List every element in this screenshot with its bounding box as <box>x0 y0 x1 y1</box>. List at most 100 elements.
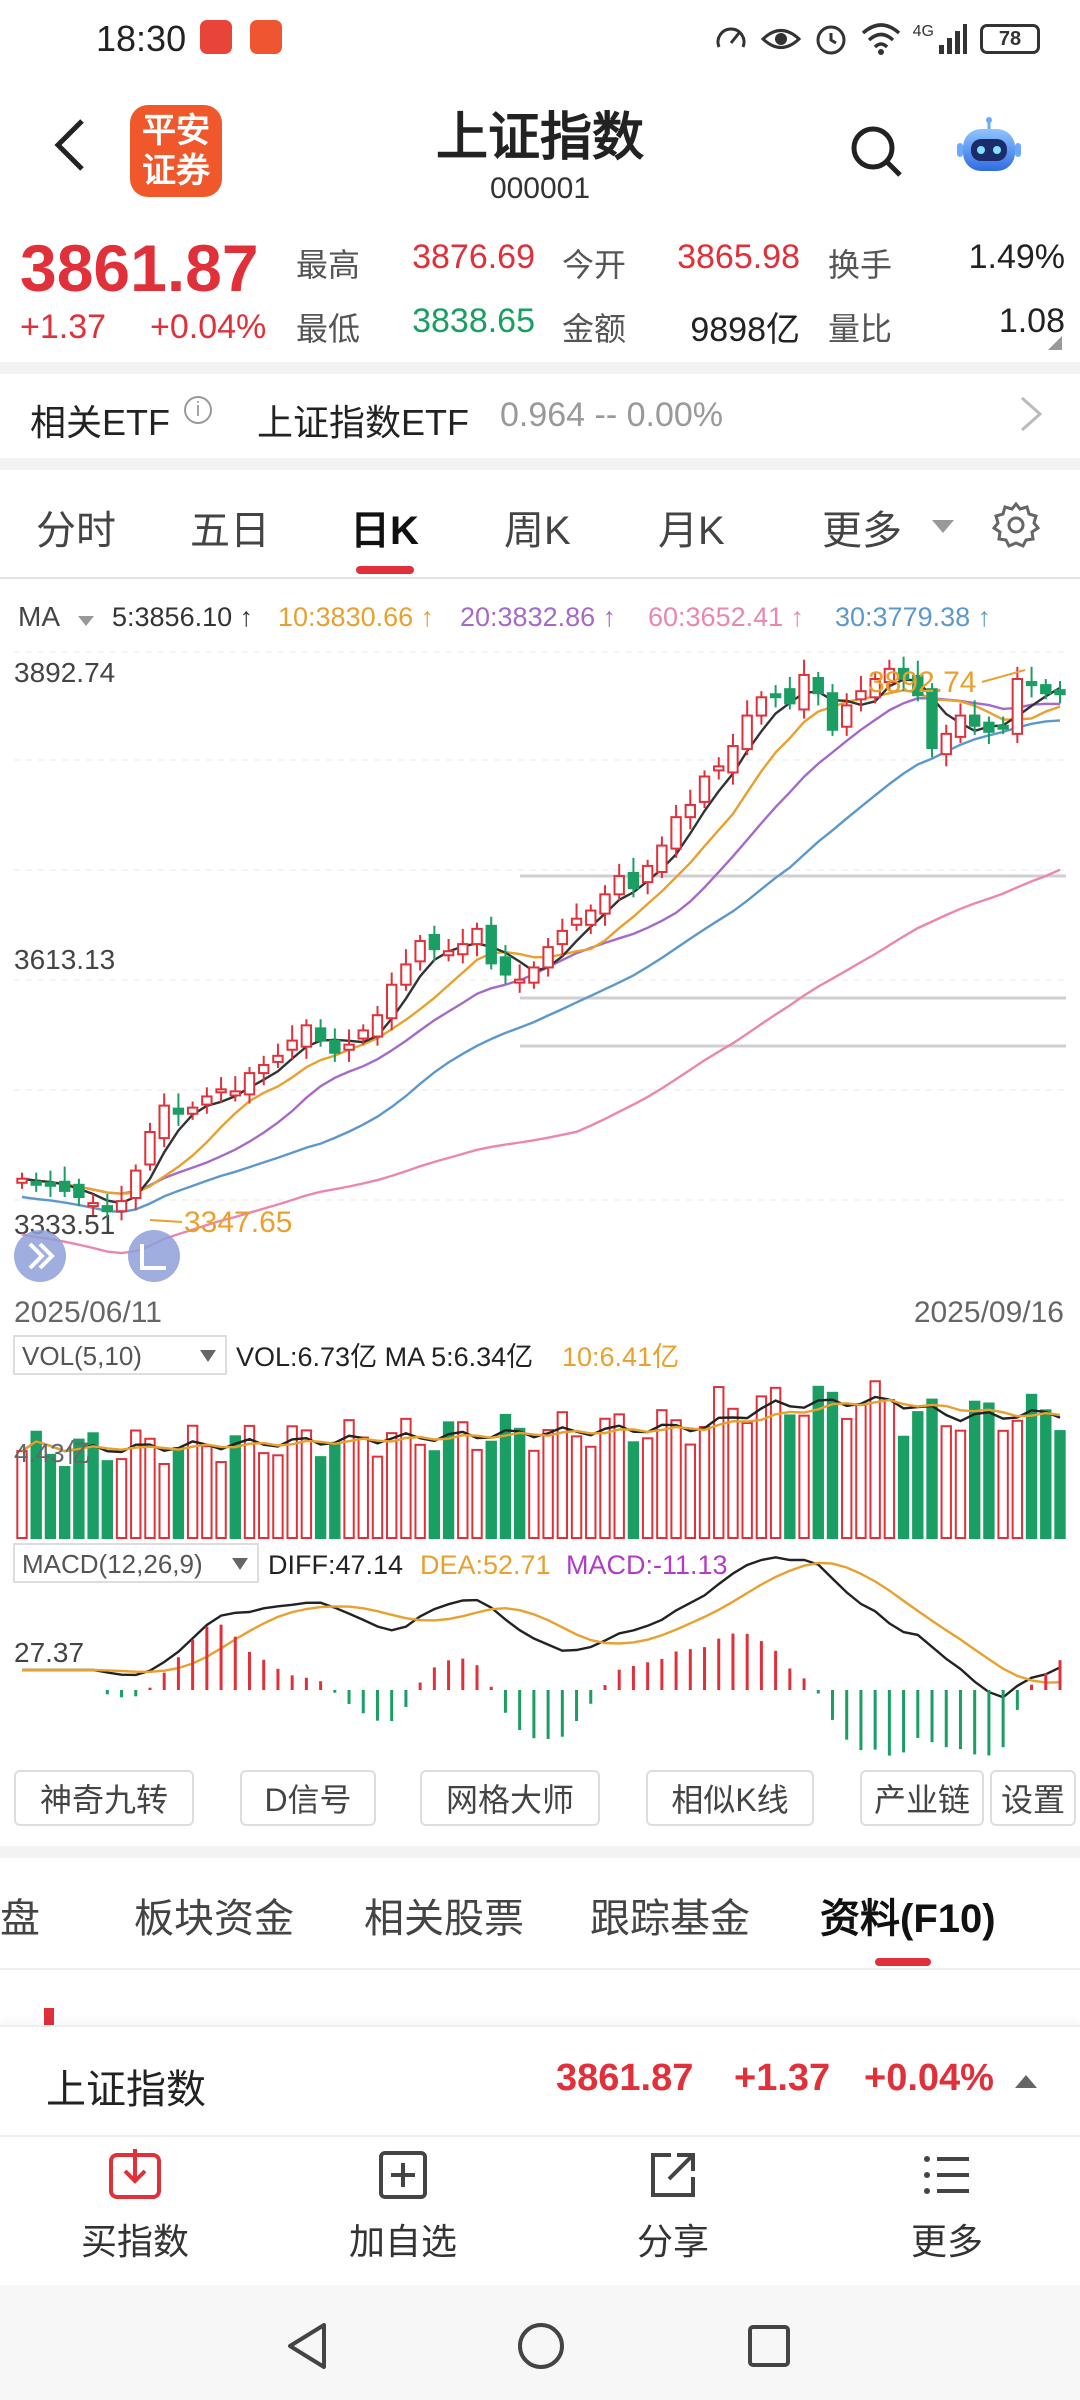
macd-diff: DIFF:47.14 <box>268 1550 403 1580</box>
buy-index-button[interactable]: 买指数 <box>35 2147 235 2265</box>
settings-button[interactable]: 设置 <box>990 1770 1076 1826</box>
tab-weekly-k[interactable]: 周K <box>504 509 571 553</box>
volume-bar <box>741 1421 753 1540</box>
candle-body <box>16 1177 28 1184</box>
tab-related-stocks[interactable]: 相关股票 <box>364 1897 524 1941</box>
divider <box>0 362 1080 374</box>
speed-icon <box>716 27 746 48</box>
status-bar: 18:30 4G 78 <box>0 0 1080 80</box>
expand-up-icon[interactable] <box>1015 2075 1037 2088</box>
active-tab-indicator <box>875 1958 931 1966</box>
candle-body <box>883 667 896 684</box>
candle-body <box>599 893 611 915</box>
industry-chain-button[interactable]: 产业链 <box>860 1770 984 1826</box>
buy-index-label: 买指数 <box>80 2221 189 2262</box>
more-button[interactable]: 更多 <box>847 2147 1047 2265</box>
volume-bar <box>286 1425 298 1540</box>
candle-body <box>300 1024 313 1048</box>
volume-bar <box>371 1455 384 1540</box>
volume-bar <box>229 1435 241 1540</box>
candle-body <box>968 714 981 727</box>
candle-body <box>272 1054 284 1063</box>
price-change-pct: +0.04% <box>150 308 267 346</box>
d-signal-button[interactable]: D信号 <box>240 1770 376 1826</box>
expand-quote-icon[interactable] <box>1048 336 1062 350</box>
bottom-ticker[interactable]: 上证指数 3861.87 +1.37 +0.04% <box>0 2025 1080 2135</box>
candle-body <box>30 1180 42 1186</box>
ma-label: MA <box>18 601 60 632</box>
volume-bar <box>613 1413 625 1539</box>
ma-legend-item: 10:3830.66 ↑ <box>278 602 434 632</box>
dropdown-icon[interactable] <box>932 520 954 533</box>
macd-dropdown-icon[interactable] <box>232 1558 248 1570</box>
share-button[interactable]: 分享 <box>573 2147 773 2265</box>
volume-bar <box>570 1435 583 1539</box>
nav-recents-icon[interactable] <box>746 2323 792 2369</box>
draw-tool-icon[interactable] <box>128 1230 180 1282</box>
candle-body <box>997 724 1009 730</box>
similar-kline-button[interactable]: 相似K线 <box>646 1770 814 1826</box>
candle-body <box>528 966 540 984</box>
candle-body <box>442 950 455 957</box>
candle-body <box>158 1104 170 1140</box>
chevron-right-icon[interactable] <box>1018 394 1044 434</box>
back-icon[interactable] <box>50 115 90 175</box>
battery-icon: 78 <box>980 24 1040 54</box>
nine-turn-button[interactable]: 神奇九转 <box>14 1770 194 1826</box>
page-title: 上证指数 <box>435 109 644 167</box>
ai-assistant-icon[interactable] <box>955 115 1023 183</box>
gear-icon[interactable] <box>992 500 1040 548</box>
candle-body <box>855 690 867 701</box>
ticker-name: 上证指数 <box>46 2068 206 2112</box>
add-watchlist-button[interactable]: 加自选 <box>303 2147 503 2265</box>
volume-bar <box>769 1386 782 1539</box>
candle-body <box>229 1090 241 1097</box>
tab-daily-k[interactable]: 日K <box>350 509 419 553</box>
candle-body <box>954 714 967 738</box>
candle-body <box>656 844 668 873</box>
candle-body <box>144 1130 156 1166</box>
ma10-line <box>21 688 1061 1195</box>
logo-text-1: 平安 <box>142 112 210 150</box>
tab-sector-funds[interactable]: 板块资金 <box>134 1897 294 1941</box>
amount-value: 9898亿 <box>690 311 800 349</box>
grid-master-button[interactable]: 网格大师 <box>420 1770 600 1826</box>
volume-bar <box>784 1414 796 1539</box>
kline-chart[interactable]: MA 5:3856.10 ↑ 10:3830.66 ↑ 20:3832.86 ↑ 60… <box>0 580 1080 1780</box>
expand-chart-icon[interactable] <box>14 1230 66 1282</box>
tab-f10[interactable]: 资料(F10) <box>820 1897 996 1941</box>
candle-body <box>641 864 654 884</box>
etf-label: 相关ETF <box>30 402 170 443</box>
info-icon[interactable]: i <box>184 396 212 424</box>
nav-back-icon[interactable] <box>284 2321 330 2371</box>
volume-bar <box>343 1419 355 1539</box>
volume-bar <box>258 1452 270 1539</box>
tab-intraday[interactable]: 分时 <box>36 509 116 553</box>
tab-tracking-funds[interactable]: 跟踪基金 <box>590 1897 750 1941</box>
vol-selector[interactable] <box>13 1335 227 1375</box>
vol-dropdown-icon[interactable] <box>200 1350 216 1362</box>
macd-selector[interactable] <box>13 1543 259 1583</box>
ma-dropdown-icon[interactable] <box>78 616 94 626</box>
candle-body <box>73 1183 85 1199</box>
candle-body <box>570 917 583 926</box>
related-etf-row[interactable]: 相关ETF i 上证指数ETF 0.964 -- 0.00% <box>0 372 1080 458</box>
volume-bar <box>1054 1430 1066 1540</box>
current-price: 3861.87 <box>20 231 259 305</box>
tab-five-day[interactable]: 五日 <box>190 509 270 553</box>
price-grid <box>14 651 1066 1201</box>
chart-period-tabs: 分时 五日 日K 周K 月K 更多 <box>0 468 1080 578</box>
volume-bar <box>997 1429 1009 1540</box>
candle-body <box>172 1107 185 1115</box>
tab-monthly-k[interactable]: 月K <box>658 509 725 553</box>
search-icon[interactable] <box>848 123 904 179</box>
etf-name: 上证指数ETF <box>257 402 469 443</box>
candle-body <box>1054 689 1066 696</box>
tab-more[interactable]: 更多 <box>822 509 902 553</box>
volume-bar <box>869 1380 881 1539</box>
nav-home-icon[interactable] <box>516 2321 566 2371</box>
tab-watch[interactable]: 盯盘 <box>0 1897 40 1941</box>
macd-dea: DEA:52.71 <box>420 1550 551 1580</box>
candle-body <box>386 983 398 1020</box>
low-label: 最低 <box>296 311 361 347</box>
